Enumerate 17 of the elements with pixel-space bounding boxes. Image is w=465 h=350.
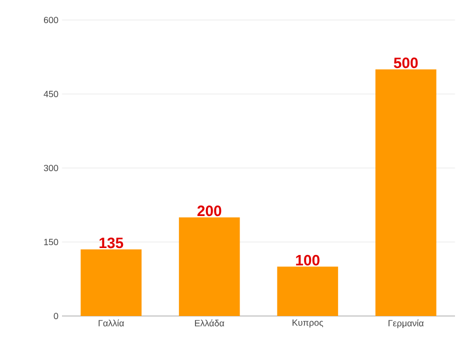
x-tick-label: Ελλάδα <box>195 320 224 326</box>
y-tick-label: 150 <box>44 238 58 246</box>
bar <box>178 217 240 316</box>
data-label: 100 <box>296 254 320 266</box>
y-tick-label: 0 <box>54 312 58 320</box>
y-tick-label: 450 <box>44 90 58 98</box>
bar <box>277 266 338 316</box>
x-tick-label: Γερμανία <box>388 320 424 328</box>
x-tick-label: Γαλλία <box>98 320 124 326</box>
x-tick-label: Κυπρος <box>292 320 324 328</box>
bar <box>80 249 142 316</box>
y-tick-label: 600 <box>44 16 58 24</box>
data-label: 200 <box>197 206 222 216</box>
bar <box>375 69 436 316</box>
data-label: 500 <box>394 58 418 68</box>
data-label: 135 <box>100 238 124 248</box>
y-tick-label: 300 <box>44 164 58 172</box>
